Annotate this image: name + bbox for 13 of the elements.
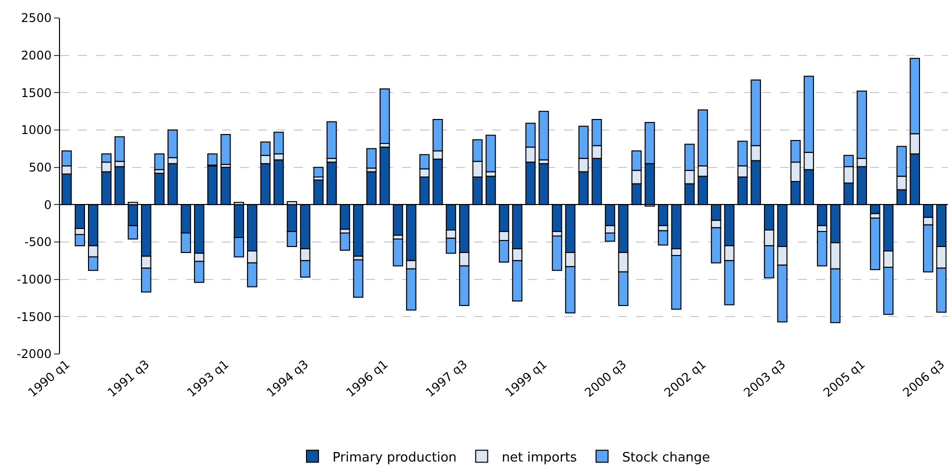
- y-tick-label: -1500: [16, 310, 52, 324]
- y-tick-label: 2500: [21, 11, 52, 26]
- y-tick-label: 0: [44, 198, 52, 212]
- y-tick-label: -2000: [16, 347, 52, 362]
- y-tick-label: 1500: [21, 86, 52, 100]
- y-tick-label: 500: [28, 160, 52, 175]
- y-tick-label: -1000: [16, 272, 52, 287]
- legend-label: Primary production: [332, 450, 457, 466]
- legend-label: net imports: [502, 450, 578, 466]
- y-tick-label: 2000: [21, 48, 52, 63]
- y-tick-label: -500: [24, 235, 52, 250]
- legend-label: Stock change: [622, 450, 710, 466]
- y-tick-label: 1000: [21, 123, 52, 138]
